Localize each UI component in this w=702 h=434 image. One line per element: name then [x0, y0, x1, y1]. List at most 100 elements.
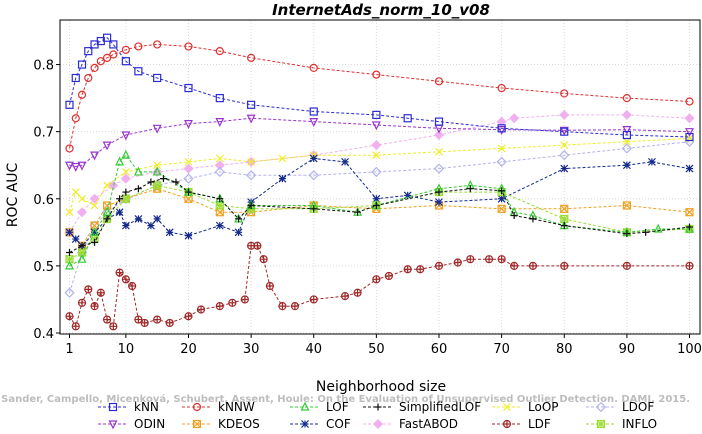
data-point-knnw: [102, 53, 112, 62]
data-point-kdeos: [560, 204, 569, 213]
data-point-lof: [90, 226, 100, 236]
legend-marker-loop: [503, 403, 511, 411]
credit-text: Campos, Zimek, Sander, Campello, Micenko…: [0, 393, 690, 405]
data-point-knnw: [309, 63, 318, 73]
data-point-ldf: [416, 265, 425, 274]
data-point-cof: [560, 164, 569, 173]
data-point-ldf: [65, 312, 74, 321]
data-point-knnw: [685, 97, 694, 106]
data-point-ldf: [121, 275, 130, 284]
data-point-ldof: [308, 170, 319, 181]
data-point-knnw: [560, 89, 569, 98]
data-point-cof: [341, 157, 349, 166]
data-point-fastabod: [559, 109, 570, 120]
data-point-loop: [622, 137, 631, 146]
data-point-fastabod: [214, 160, 225, 171]
data-point-cof: [234, 228, 243, 237]
data-point-ldf: [528, 261, 538, 270]
data-point-fastabod: [371, 140, 382, 151]
data-point-knn: [121, 57, 130, 66]
data-point-knnw: [84, 73, 93, 83]
legend-item-inflo: INFLO: [586, 417, 657, 431]
data-point-loop: [71, 188, 80, 196]
data-point-loop: [90, 201, 99, 210]
data-point-kdeos: [685, 208, 694, 217]
series-line-ldf: [69, 245, 690, 328]
data-point-simplifiedlof: [623, 230, 631, 238]
series-line-kdeos: [69, 188, 690, 247]
data-point-loop: [497, 144, 506, 153]
data-point-fastabod: [509, 113, 520, 124]
data-point-fastabod: [621, 109, 632, 120]
axes: 1 10 20 30 40 50 60 70 80 90 100 0.4 0.5 0.6 0.7 0.8: [33, 59, 702, 357]
data-point-ldf: [134, 315, 143, 324]
data-point-odin: [371, 121, 381, 131]
data-point-odin: [71, 162, 81, 172]
data-point-ldf: [622, 261, 631, 270]
data-point-loop: [103, 181, 112, 190]
series-line-inflo: [69, 184, 690, 260]
data-point-inflo: [215, 201, 224, 210]
data-point-simplifiedlof: [216, 195, 224, 203]
data-point-odin: [121, 131, 131, 141]
legend-label: FastABOD: [399, 417, 458, 431]
x-tick-label: 60: [431, 342, 448, 357]
data-point-knnw: [153, 40, 162, 49]
legend-marker-knnw: [192, 402, 202, 412]
data-point-ldf: [240, 295, 249, 304]
data-point-ldf: [309, 295, 318, 304]
data-point-knnw: [121, 45, 130, 54]
x-tick-label: 90: [619, 342, 636, 357]
data-point-knnw: [90, 63, 99, 73]
data-point-odin: [559, 126, 569, 136]
series-knnw: [65, 40, 694, 153]
data-point-simplifiedlof: [642, 228, 650, 236]
legend-label: KDEOS: [218, 417, 260, 431]
data-point-cof: [121, 221, 130, 230]
legend-marker-cof: [301, 420, 309, 428]
data-point-fastabod: [89, 193, 100, 204]
data-point-knnw: [134, 42, 143, 51]
legend-marker-lof: [300, 401, 310, 411]
data-point-cof: [435, 198, 443, 207]
data-point-knnw: [65, 144, 74, 153]
data-point-lof: [685, 223, 694, 233]
data-point-simplifiedlof: [560, 222, 568, 230]
series-ldof: [64, 136, 695, 298]
data-point-ldf: [196, 305, 206, 314]
data-point-kdeos: [215, 208, 224, 217]
data-point-fastabod: [433, 130, 445, 141]
data-point-loop: [184, 157, 193, 166]
data-point-fastabod: [684, 113, 695, 124]
data-point-knn: [403, 114, 412, 123]
plot-frame: [59, 19, 701, 335]
data-point-simplifiedlof: [372, 201, 380, 209]
series-knn: [65, 33, 694, 142]
y-tick-label: 0.6: [33, 193, 54, 208]
data-point-odin: [685, 128, 694, 138]
series-line-lof: [69, 154, 690, 267]
data-point-kdeos: [622, 201, 631, 210]
legend-marker-simplifiedlof: [374, 403, 382, 411]
data-point-lof: [77, 253, 87, 263]
legend-item-knn: kNN: [98, 400, 159, 414]
data-point-knn: [184, 83, 193, 93]
data-point-simplifiedlof: [172, 178, 180, 186]
data-point-ldf: [184, 312, 193, 321]
legend-item-ldf: LDF: [492, 417, 551, 431]
data-point-cof: [372, 194, 381, 203]
data-point-lof: [65, 260, 74, 270]
legend-item-kdeos: KDEOS: [182, 417, 260, 431]
data-point-simplifiedlof: [354, 208, 362, 216]
y-tick-label: 0.5: [33, 260, 54, 275]
data-point-fastabod: [152, 166, 163, 177]
data-point-ldf: [102, 315, 112, 324]
data-point-loop: [247, 157, 256, 166]
legend-marker-ldof: [595, 401, 607, 413]
legend-item-odin: ODIN: [98, 417, 165, 431]
data-point-cof: [146, 221, 155, 230]
data-point-simplifiedlof: [78, 242, 86, 250]
data-point-lof: [102, 206, 112, 216]
legend-marker-ldf: [502, 419, 512, 429]
data-point-loop: [121, 168, 130, 176]
